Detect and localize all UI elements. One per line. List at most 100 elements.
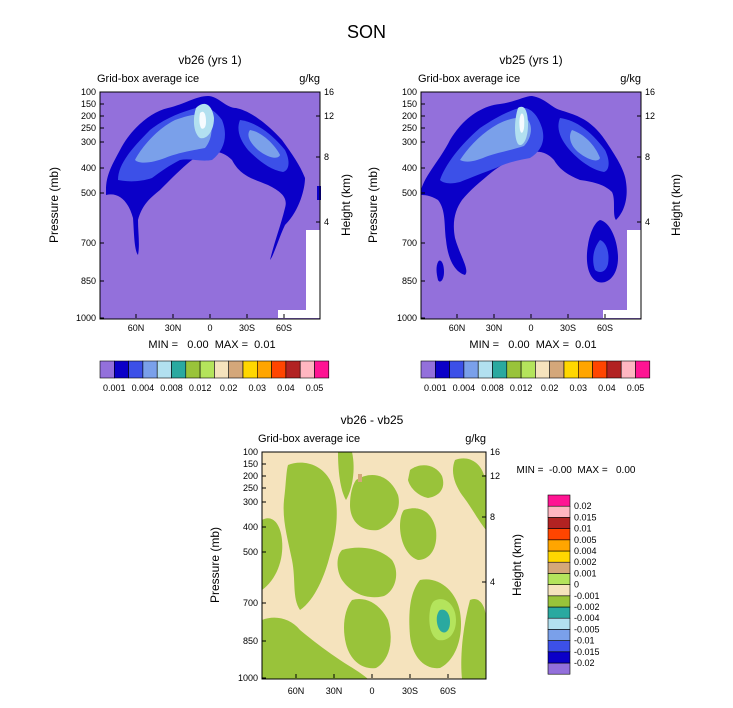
colorbar-swatch [547,629,571,641]
colorbar-swatch [477,360,493,379]
colorbar-swatch [463,360,479,379]
colorbar-swatch [449,360,465,379]
colorbar-swatch [99,360,115,379]
stats-label: MIN = -0.00 MAX = 0.00 [517,465,636,476]
x-tick-label: 30S [402,686,418,696]
colorbar-swatch [547,573,571,585]
y-axis-label: Pressure (mb) [208,527,222,603]
colorbar-tick-label: 0.05 [627,383,645,393]
y-tick-label: 850 [81,276,96,286]
contour-level-3-right [248,130,280,158]
colorbar-tick-label: 0.015 [574,512,597,522]
colorbar-tick-label: 0.01 [574,524,592,534]
colorbar-swatch [547,606,571,619]
colorbar-swatch [171,360,187,379]
contour-plot [99,91,321,320]
plot-frame [420,91,642,320]
height-tick-label: 8 [324,152,329,162]
colorbar-tick-label: -0.015 [574,647,600,657]
contour-plot [420,91,642,320]
colorbar-swatch [547,651,571,664]
colorbar-tick-label: 0.05 [306,383,324,393]
x-axis: 60N 30N 0 30S 60S [288,674,456,696]
y-tick-label: 250 [243,483,258,493]
x-axis: 60N 30N 0 30S 60S [449,314,613,333]
plot-frame [261,451,487,680]
contour-neg-3 [283,462,337,610]
colorbar-swatch [563,360,579,379]
y-tick-label: 1000 [76,313,96,323]
stats-label: MIN = 0.00 MAX = 0.01 [148,339,275,351]
colorbar [420,360,651,379]
contour-level-2-southern-cell [593,240,609,272]
colorbar-swatch [114,360,129,379]
colorbar-swatch [520,360,536,379]
y-tick-label: 700 [402,238,417,248]
y-axis-label: Pressure (mb) [47,167,61,243]
colorbar-tick-label: 0.04 [598,383,616,393]
contour-neg-10 [344,598,391,669]
panel-title: vb26 - vb25 [341,413,404,427]
colorbar-tick-label: 0.03 [249,383,267,393]
colorbar-swatch [128,360,144,379]
panel-subtitle-left: Grid-box average ice [97,73,199,85]
colorbar-tick-label: 0.004 [453,383,476,393]
colorbar-swatch [547,550,571,563]
colorbar-swatch [547,662,571,675]
colorbar-tick-label: -0.01 [574,636,595,646]
colorbar-swatch [242,360,258,379]
contour-level-3-left [460,117,531,162]
contour-neg-6 [337,547,397,598]
colorbar-swatch [314,360,330,379]
colorbar-tick-label: 0.012 [510,383,533,393]
colorbar-swatch [199,360,215,379]
y-axis-right: 16 12 8 4 [316,87,334,227]
contour-level-3-left [135,114,212,163]
y-tick-label: 300 [402,137,417,147]
panel-title: vb25 (yrs 1) [499,53,562,67]
colorbar-tick-label: 0.02 [574,501,592,511]
contour-level-5 [519,113,525,133]
y-tick-label: 700 [243,598,258,608]
colorbar-swatch [185,360,201,379]
x-tick-label: 30S [239,323,255,333]
x-tick-label: 30S [560,323,576,333]
colorbar-swatch [547,505,571,518]
contour-level-3-right [570,130,600,161]
y-axis-left: 100 150 200 250 300 400 500 700 850 1000 [397,87,425,323]
y-axis-right-label: Height (km) [510,534,524,596]
y-tick-label: 100 [243,447,258,457]
missing-data-region [603,230,641,318]
panel-subtitle-left: Grid-box average ice [258,433,360,445]
y-tick-label: 200 [243,471,258,481]
panel-vb25: vb25 (yrs 1) Grid-box average ice g/kg [366,53,683,393]
plot-frame [99,91,321,320]
colorbar-tick-label: -0.001 [574,591,600,601]
y-tick-label: 850 [243,636,258,646]
colorbar-swatch [142,360,158,379]
colorbar-tick-label: 0 [574,580,579,590]
x-tick-label: 30N [326,686,343,696]
colorbar-swatch [577,360,593,379]
colorbar-tick-label: 0.001 [574,568,597,578]
colorbar-tick-label: 0.04 [277,383,295,393]
colorbar-swatch [547,528,571,541]
height-tick-label: 4 [324,217,329,227]
colorbar-tick-label: 0.008 [160,383,183,393]
colorbar-swatch [271,360,287,379]
y-tick-label: 500 [243,547,258,557]
y-tick-label: 250 [402,123,417,133]
x-tick-label: 60N [128,323,145,333]
colorbar-tick-label: -0.004 [574,613,600,623]
colorbar-swatch [592,360,608,379]
height-tick-label: 12 [324,111,334,121]
colorbar-swatch [299,360,315,379]
colorbar-swatch [549,360,565,379]
contour-neg-12 [461,598,486,679]
missing-data-region [278,230,320,318]
height-tick-label: 8 [645,152,650,162]
y-tick-label: 300 [81,137,96,147]
panel-subtitle-left: Grid-box average ice [418,73,520,85]
colorbar [99,360,330,379]
